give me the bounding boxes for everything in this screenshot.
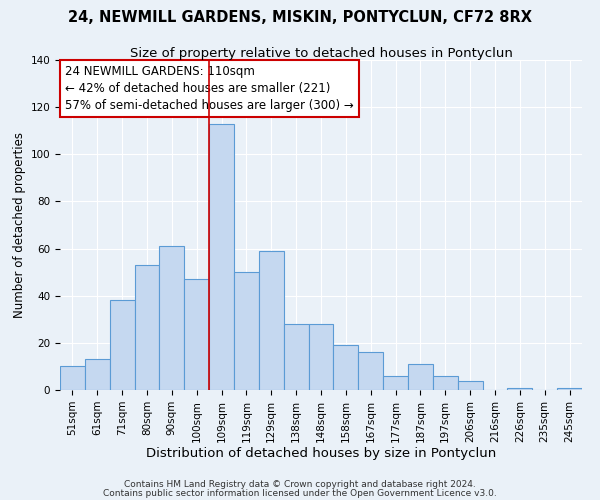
Bar xyxy=(334,345,358,390)
Text: 24, NEWMILL GARDENS, MISKIN, PONTYCLUN, CF72 8RX: 24, NEWMILL GARDENS, MISKIN, PONTYCLUN, … xyxy=(68,10,532,25)
Y-axis label: Number of detached properties: Number of detached properties xyxy=(13,132,26,318)
Bar xyxy=(209,124,234,390)
Text: 24 NEWMILL GARDENS: 110sqm
← 42% of detached houses are smaller (221)
57% of sem: 24 NEWMILL GARDENS: 110sqm ← 42% of deta… xyxy=(65,65,354,112)
Bar xyxy=(383,376,408,390)
Bar xyxy=(308,324,334,390)
Text: Contains HM Land Registry data © Crown copyright and database right 2024.: Contains HM Land Registry data © Crown c… xyxy=(124,480,476,489)
Bar xyxy=(184,279,209,390)
Bar xyxy=(557,388,582,390)
Bar xyxy=(110,300,134,390)
Bar xyxy=(234,272,259,390)
Bar xyxy=(284,324,308,390)
Bar xyxy=(60,366,85,390)
Text: Contains public sector information licensed under the Open Government Licence v3: Contains public sector information licen… xyxy=(103,488,497,498)
Bar xyxy=(259,251,284,390)
Bar xyxy=(160,246,184,390)
Bar xyxy=(358,352,383,390)
Bar xyxy=(433,376,458,390)
Title: Size of property relative to detached houses in Pontyclun: Size of property relative to detached ho… xyxy=(130,47,512,60)
Bar xyxy=(408,364,433,390)
X-axis label: Distribution of detached houses by size in Pontyclun: Distribution of detached houses by size … xyxy=(146,448,496,460)
Bar xyxy=(458,380,482,390)
Bar xyxy=(85,360,110,390)
Bar xyxy=(508,388,532,390)
Bar xyxy=(134,265,160,390)
